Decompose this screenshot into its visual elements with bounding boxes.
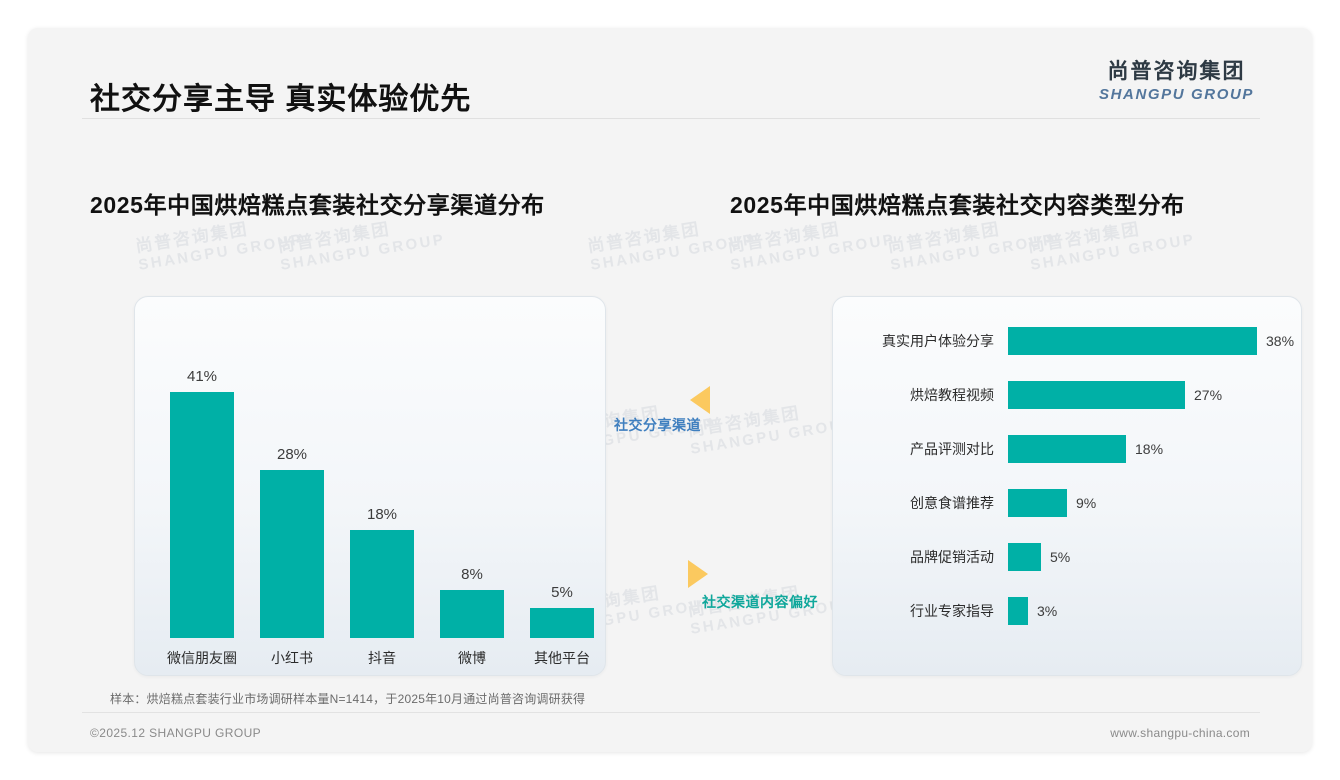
annotation-label: 社交分享渠道 [614, 417, 701, 433]
bar-category-label: 小红书 [271, 650, 313, 666]
bar-category-label: 微信朋友圈 [167, 650, 237, 666]
table-row: 品牌促销活动 5% [832, 542, 1302, 572]
bar-fill [1008, 381, 1185, 409]
website-link[interactable]: www.shangpu-china.com [1110, 726, 1250, 740]
bar-category-label: 微博 [458, 650, 486, 666]
bar-value-label: 3% [1037, 603, 1058, 619]
right-chart-card [832, 296, 1302, 676]
bar-category-label: 其他平台 [534, 650, 590, 666]
bar-value-label: 41% [186, 368, 218, 385]
table-row: 行业专家指导 3% [832, 596, 1302, 626]
triangle-right-icon [688, 560, 708, 588]
table-row: 真实用户体验分享 38% [832, 326, 1302, 356]
bar-column: 41% 微信朋友圈 [167, 368, 237, 666]
bar-fill [1008, 435, 1126, 463]
bar-value-label: 38% [1266, 333, 1295, 349]
bar-column: 8% 微博 [440, 566, 504, 666]
bar-fill [1008, 597, 1028, 625]
table-row: 创意食谱推荐 9% [832, 488, 1302, 518]
bar-track: 3% [1008, 597, 1302, 625]
social-content-type-chart: 真实用户体验分享 38% 烘焙教程视频 27% 产品评测对比 18% 创意食谱推荐 9% 品牌促… [832, 296, 1302, 676]
bar-track: 18% [1008, 435, 1302, 463]
bar-category-label: 品牌促销活动 [910, 549, 994, 565]
triangle-left-icon [690, 386, 710, 414]
social-share-channel-chart: 41% 微信朋友圈 28% 小红书 18% 抖音 8% 微博 5% 其他平台 [134, 296, 606, 676]
bar-column: 18% 抖音 [350, 506, 414, 666]
footer-divider [82, 712, 1260, 713]
bar-track: 38% [1008, 327, 1302, 355]
slide-header: 社交分享主导 真实体验优先 尚普咨询集团 SHANGPU GROUP [28, 28, 1312, 120]
bar-fill [170, 392, 234, 638]
bar-category-label: 抖音 [368, 650, 396, 666]
annotation-label: 社交渠道内容偏好 [702, 594, 818, 610]
bar-value-label: 8% [461, 566, 483, 583]
bar-track: 5% [1008, 543, 1302, 571]
bar-value-label: 18% [1135, 441, 1164, 457]
bar-value-label: 5% [1050, 549, 1071, 565]
sample-note: 样本：烘焙糕点套装行业市场调研样本量N=1414，于2025年10月通过尚普咨询… [110, 692, 586, 706]
right-chart-title: 2025年中国烘焙糕点套装社交内容类型分布 [730, 192, 1185, 218]
bar-category-label: 产品评测对比 [910, 441, 994, 457]
bar-fill [1008, 489, 1067, 517]
bar-category-label: 烘焙教程视频 [910, 387, 994, 403]
bar-value-label: 27% [1194, 387, 1223, 403]
bar-value-label: 28% [276, 446, 308, 463]
bar-category-label: 行业专家指导 [910, 603, 994, 619]
bar-value-label: 9% [1076, 495, 1097, 511]
logo-english-text: SHANGPU GROUP [1099, 86, 1254, 103]
bar-fill [1008, 327, 1257, 355]
bar-category-label: 真实用户体验分享 [882, 333, 994, 349]
page-title: 社交分享主导 真实体验优先 [90, 83, 472, 116]
bar-fill [530, 608, 594, 638]
bar-value-label: 5% [551, 584, 573, 601]
bar-track: 9% [1008, 489, 1302, 517]
left-chart-title: 2025年中国烘焙糕点套装社交分享渠道分布 [90, 192, 545, 218]
bar-fill [1008, 543, 1041, 571]
bar-column: 28% 小红书 [260, 446, 324, 666]
copyright-text: ©2025.12 SHANGPU GROUP [90, 726, 262, 740]
table-row: 产品评测对比 18% [832, 434, 1302, 464]
bar-track: 27% [1008, 381, 1302, 409]
slide-panel: 社交分享主导 真实体验优先 尚普咨询集团 SHANGPU GROUP 2025年… [28, 28, 1312, 752]
table-row: 烘焙教程视频 27% [832, 380, 1302, 410]
header-divider [82, 118, 1260, 119]
bar-fill [260, 470, 324, 638]
bar-category-label: 创意食谱推荐 [910, 495, 994, 511]
brand-logo: 尚普咨询集团 SHANGPU GROUP [1099, 61, 1254, 102]
logo-chinese-text: 尚普咨询集团 [1107, 60, 1246, 83]
bar-fill [350, 530, 414, 638]
bar-fill [440, 590, 504, 638]
bar-value-label: 18% [366, 506, 398, 523]
bar-column: 5% 其他平台 [530, 584, 594, 666]
